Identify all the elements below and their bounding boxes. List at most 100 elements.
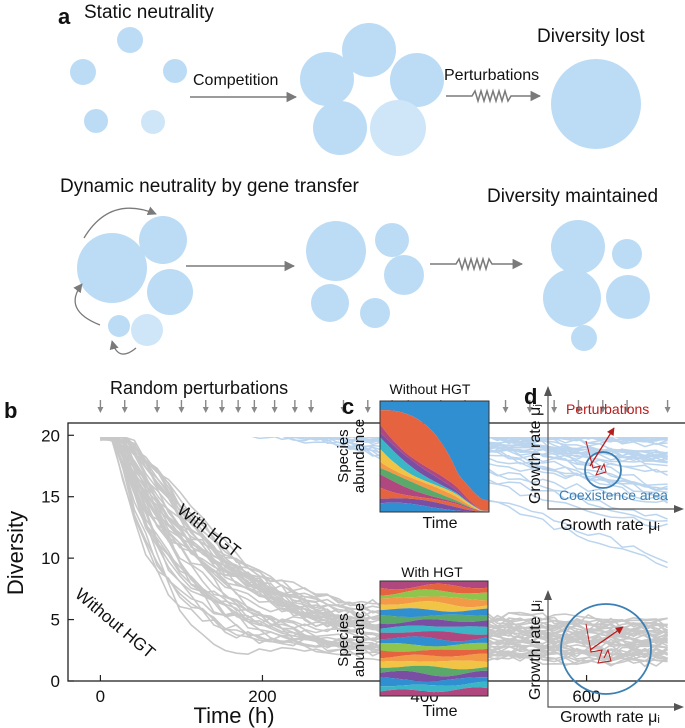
species-stream [380, 619, 488, 629]
perturbation-marker-head [599, 407, 606, 413]
species-circle [108, 315, 130, 337]
species-circle [612, 239, 642, 269]
perturbation-arrow-short [589, 626, 624, 651]
panel-d-letter: d [524, 384, 537, 409]
species-stream [380, 614, 488, 625]
competition-label: Competition [193, 72, 278, 89]
panel-d: d Perturbations Coexistence area Growth … [524, 384, 684, 726]
diversity-maintained-label: Diversity maintained [487, 186, 658, 207]
species-stream [380, 601, 488, 612]
species-stream [380, 596, 488, 608]
species-stream [380, 502, 489, 512]
perturbation-marker-head [575, 407, 582, 413]
species-circle [360, 298, 390, 328]
species-circle [606, 275, 650, 319]
coexistence-circle-large [560, 603, 652, 695]
perturbation-marker-head [121, 407, 128, 413]
growth-rate-y-label-top: Growth rate μⱼ [527, 404, 544, 504]
x-axis-arrow-top [674, 505, 684, 513]
perturbation-marker-head [624, 407, 631, 413]
x-tick-label: 0 [96, 687, 105, 706]
perturbation-marker-head [218, 407, 225, 413]
species-stream [380, 498, 489, 512]
species-circle [370, 100, 426, 156]
perturbation-marker-head [291, 407, 298, 413]
random-perturbations-label: Random perturbations [110, 378, 288, 398]
time-label-bottom: Time [423, 703, 458, 720]
with-hgt-line [378, 437, 668, 487]
species-circle [77, 233, 147, 303]
perturbation-marker-head [251, 407, 258, 413]
species-circle [571, 325, 597, 351]
species-stream [380, 631, 488, 642]
perturbation-marker-head [308, 407, 315, 413]
species-stream [380, 410, 489, 511]
perturbations-label-d: Perturbations [566, 401, 649, 417]
species-stream [380, 581, 488, 590]
with-hgt-line [486, 437, 668, 491]
maintained-community-circles [543, 220, 650, 351]
species-stream [380, 636, 488, 647]
species-circle [375, 223, 409, 257]
competition-community-circles [300, 23, 444, 156]
time-label-top: Time [423, 515, 458, 532]
stream-frame-top [379, 400, 490, 513]
species-stream [380, 677, 488, 687]
without-hgt-title: Without HGT [390, 381, 471, 397]
abundance-label: abundance [351, 419, 368, 493]
with-hgt-line [396, 437, 668, 522]
coexistence-circle-small [584, 451, 622, 489]
perturbation-marker-head [664, 407, 671, 413]
perturbation-marker-head [154, 407, 161, 413]
static-neutrality-title: Static neutrality [84, 2, 214, 23]
with-hgt-line [492, 437, 668, 467]
species-stream [380, 660, 488, 670]
perturbation-marker-head [551, 407, 558, 413]
panel-a-letter: a [58, 4, 71, 29]
species-stream [380, 670, 488, 682]
panel-c: c Without HGT Speciesabundance Time With… [335, 381, 490, 720]
with-hgt-title: With HGT [401, 564, 463, 580]
species-circle [390, 53, 444, 107]
growth-rate-y-label-bottom: Growth rate μⱼ [527, 600, 544, 700]
without-hgt-label: Without HGT [71, 585, 158, 663]
species-stream [380, 648, 488, 659]
y-tick-label: 10 [41, 549, 60, 568]
perturbations-arrow-bottom [430, 256, 524, 272]
with-hgt-line [443, 437, 668, 458]
perturbation-marker-head [340, 407, 347, 413]
perturbation-marker-head [271, 407, 278, 413]
species-circle [139, 216, 187, 264]
perturbation-marker-head [178, 407, 185, 413]
species-circle [117, 27, 143, 53]
gene-transfer-arrow [83, 206, 157, 239]
gene-transfer-arrow [73, 283, 101, 326]
perturbations-label: Perturbations [444, 67, 539, 84]
perturbation-trajectory-bottom [585, 623, 612, 664]
species-stream [380, 589, 488, 601]
hgt-community-circles [77, 216, 193, 346]
species-label: Species [335, 429, 352, 482]
with-hgt-line [523, 437, 669, 504]
stream-frame-bottom [379, 580, 489, 697]
species-circle [543, 269, 601, 327]
y-axis-arrow-bottom [544, 590, 552, 600]
x-axis-label: Time (h) [193, 703, 274, 728]
hgt-community-after-circles [306, 221, 424, 328]
y-tick-label: 0 [51, 672, 60, 691]
species-stream [380, 583, 488, 596]
perturbation-marker-head [526, 407, 533, 413]
species-circle [384, 255, 424, 295]
species-abundance-label-bottom: Speciesabundance [335, 603, 368, 677]
axes-top [547, 390, 680, 510]
species-circle [131, 314, 163, 346]
axes-bottom [547, 594, 680, 708]
species-circle [342, 23, 396, 77]
perturbation-arrow-long [589, 427, 615, 467]
perturbations-arrow [446, 88, 542, 104]
species-stream [380, 653, 488, 663]
coexistence-area-label: Coexistence area [559, 487, 668, 503]
growth-rate-x-label-bottom: Growth rate μᵢ [560, 709, 660, 726]
y-tick-label: 15 [41, 488, 60, 507]
